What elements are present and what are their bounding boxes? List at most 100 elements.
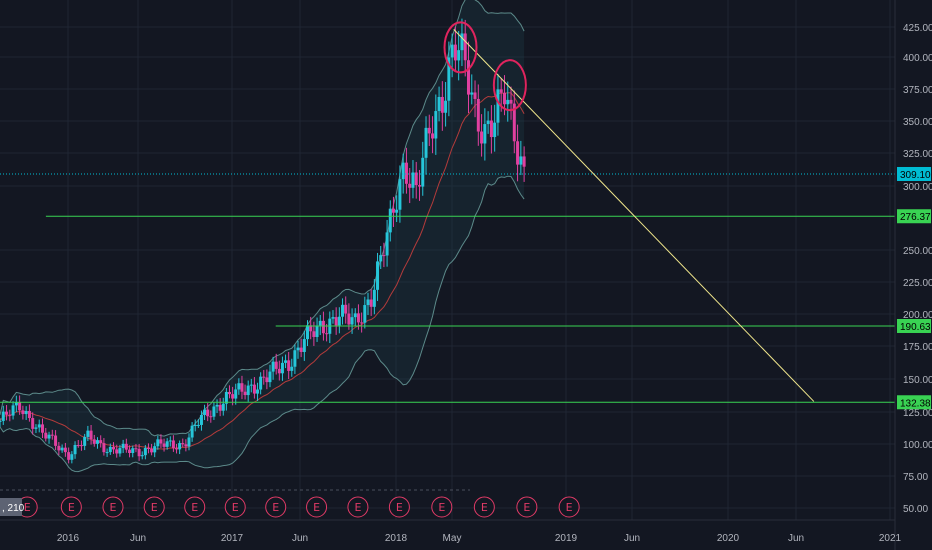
- y-tick-label: 225.00: [903, 278, 932, 289]
- candle-body: [309, 325, 313, 332]
- candle-body: [112, 446, 116, 450]
- candle-body: [181, 443, 185, 445]
- candle-body: [95, 440, 99, 444]
- candle-body: [302, 339, 306, 352]
- candle-body: [470, 92, 474, 95]
- earnings-marker-label: E: [438, 501, 445, 514]
- candle-body: [379, 255, 383, 262]
- earnings-marker: [143, 496, 165, 518]
- candle-body: [404, 162, 408, 184]
- candle-body: [437, 96, 441, 112]
- candle-body: [506, 99, 510, 105]
- candle-body: [290, 366, 294, 371]
- candle-body: [27, 410, 31, 419]
- y-tick-label: 175.00: [903, 342, 932, 353]
- candle-body: [184, 444, 188, 447]
- candle-body: [76, 445, 80, 447]
- earnings-marker-label: E: [24, 501, 31, 514]
- candle-body: [70, 454, 74, 460]
- highlight-circle: [492, 59, 527, 112]
- band-fill: [0, 0, 525, 472]
- y-tick-label: 375.00: [903, 85, 932, 96]
- candle-body: [218, 404, 222, 411]
- candle-body: [321, 320, 325, 334]
- y-tick-label: 125.00: [903, 408, 932, 419]
- candle-body: [325, 333, 329, 335]
- price-tag: [897, 395, 931, 410]
- candle-body: [134, 448, 138, 450]
- y-tick-label: 425.00: [903, 23, 932, 34]
- candle-body: [337, 316, 341, 326]
- candle-body: [99, 440, 103, 444]
- earnings-markers: E E E E E E E E E E E E E E, 210: [0, 489, 580, 518]
- x-tick-label: 2021: [879, 533, 902, 544]
- candle-body: [411, 172, 415, 188]
- candle-body: [11, 405, 15, 416]
- x-tick-label: Jun: [292, 533, 308, 544]
- candle-body: [463, 33, 467, 61]
- candle-body: [391, 208, 395, 213]
- candle-body: [118, 448, 122, 454]
- earnings-marker: [184, 496, 206, 518]
- candle-body: [268, 371, 272, 383]
- candle-body: [460, 33, 464, 51]
- candle-body: [44, 432, 48, 439]
- candle-body: [196, 424, 200, 426]
- candle-body: [499, 89, 503, 93]
- x-tick-label: 2016: [57, 533, 80, 544]
- moving-average: [0, 92, 525, 450]
- candle-body: [73, 445, 77, 455]
- earnings-marker-label: E: [272, 501, 279, 514]
- x-tick-label: 2020: [717, 533, 740, 544]
- candle-body: [496, 89, 500, 123]
- y-tick-label: 100.00: [903, 440, 932, 451]
- candle-body: [243, 391, 247, 396]
- candle-body: [92, 439, 96, 444]
- x-tick-label: Jun: [624, 533, 640, 544]
- candle-body: [63, 447, 67, 453]
- candle-body: [395, 209, 399, 213]
- earnings-marker-label: E: [396, 501, 403, 514]
- x-tick-label: Jun: [130, 533, 146, 544]
- candle-body: [417, 185, 421, 187]
- earnings-marker: [102, 496, 124, 518]
- candle-body: [150, 448, 154, 453]
- candle-body: [1, 411, 5, 421]
- x-tick-label: 2018: [385, 533, 408, 544]
- highlight-circle: [443, 21, 478, 74]
- candle-body: [249, 384, 253, 386]
- earnings-marker-label: E: [191, 501, 198, 514]
- candle-body: [450, 44, 454, 58]
- x-tick-label: Jun: [788, 533, 804, 544]
- candle-body: [175, 448, 179, 450]
- candle-body: [376, 261, 380, 290]
- candle-body: [14, 402, 18, 406]
- earnings-marker-label: E: [566, 501, 573, 514]
- candle-body: [277, 368, 281, 374]
- candle-body: [398, 179, 402, 210]
- candle-body: [165, 441, 169, 447]
- candle-body: [168, 440, 172, 442]
- candle-body: [67, 452, 71, 460]
- candle-body: [105, 452, 109, 454]
- earnings-marker-label: E: [110, 501, 117, 514]
- candle-body: [388, 208, 392, 233]
- candle-body: [493, 122, 497, 138]
- x-tick-label: 2017: [221, 533, 244, 544]
- candle-body: [341, 304, 345, 317]
- candles: [0, 18, 526, 464]
- candle-body: [34, 427, 38, 429]
- candle-body: [57, 445, 61, 451]
- price-tag-label: 276.37: [900, 212, 931, 223]
- earnings-marker: [224, 496, 246, 518]
- candle-body: [203, 409, 207, 415]
- candle-body: [444, 100, 448, 113]
- candle-body: [124, 443, 128, 450]
- y-tick-label: 75.00: [903, 472, 928, 483]
- candle-body: [206, 409, 210, 417]
- candle-body: [18, 402, 22, 411]
- candle-body: [54, 435, 58, 446]
- earnings-marker-label: E: [354, 501, 361, 514]
